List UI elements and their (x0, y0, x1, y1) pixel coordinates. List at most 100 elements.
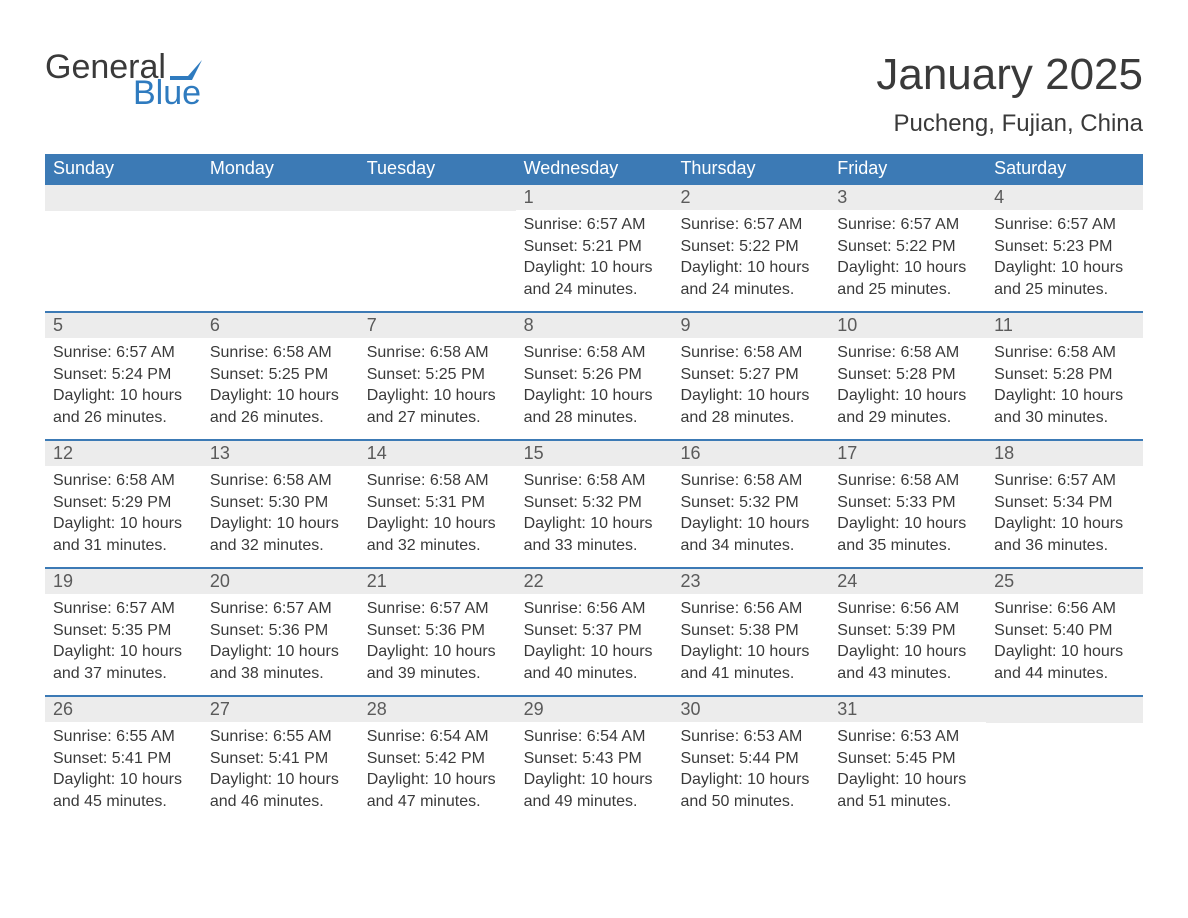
sunset-text: Sunset: 5:21 PM (524, 236, 665, 258)
day-body: Sunrise: 6:54 AMSunset: 5:43 PMDaylight:… (516, 722, 673, 816)
day-number: 20 (202, 569, 359, 594)
day-body (359, 211, 516, 219)
daylight-text: Daylight: 10 hours and 29 minutes. (837, 385, 978, 428)
sunset-text: Sunset: 5:40 PM (994, 620, 1135, 642)
sunrise-text: Sunrise: 6:58 AM (680, 470, 821, 492)
sunrise-text: Sunrise: 6:58 AM (367, 470, 508, 492)
week-row: 26Sunrise: 6:55 AMSunset: 5:41 PMDayligh… (45, 695, 1143, 823)
daylight-text: Daylight: 10 hours and 38 minutes. (210, 641, 351, 684)
weekday-header: Wednesday (516, 154, 673, 185)
day-number: 8 (516, 313, 673, 338)
day-body (45, 211, 202, 219)
daylight-text: Daylight: 10 hours and 26 minutes. (53, 385, 194, 428)
day-body: Sunrise: 6:56 AMSunset: 5:38 PMDaylight:… (672, 594, 829, 688)
sunset-text: Sunset: 5:25 PM (210, 364, 351, 386)
sunrise-text: Sunrise: 6:56 AM (680, 598, 821, 620)
day-cell: 6Sunrise: 6:58 AMSunset: 5:25 PMDaylight… (202, 313, 359, 439)
daylight-text: Daylight: 10 hours and 36 minutes. (994, 513, 1135, 556)
daylight-text: Daylight: 10 hours and 51 minutes. (837, 769, 978, 812)
day-number: 24 (829, 569, 986, 594)
day-cell: 17Sunrise: 6:58 AMSunset: 5:33 PMDayligh… (829, 441, 986, 567)
day-cell: 1Sunrise: 6:57 AMSunset: 5:21 PMDaylight… (516, 185, 673, 311)
sunset-text: Sunset: 5:32 PM (680, 492, 821, 514)
day-number: 2 (672, 185, 829, 210)
day-body: Sunrise: 6:54 AMSunset: 5:42 PMDaylight:… (359, 722, 516, 816)
day-cell: 22Sunrise: 6:56 AMSunset: 5:37 PMDayligh… (516, 569, 673, 695)
daylight-text: Daylight: 10 hours and 34 minutes. (680, 513, 821, 556)
day-body: Sunrise: 6:56 AMSunset: 5:40 PMDaylight:… (986, 594, 1143, 688)
daylight-text: Daylight: 10 hours and 28 minutes. (524, 385, 665, 428)
day-cell: 21Sunrise: 6:57 AMSunset: 5:36 PMDayligh… (359, 569, 516, 695)
sunset-text: Sunset: 5:28 PM (994, 364, 1135, 386)
sunrise-text: Sunrise: 6:53 AM (680, 726, 821, 748)
sunset-text: Sunset: 5:44 PM (680, 748, 821, 770)
sunrise-text: Sunrise: 6:57 AM (210, 598, 351, 620)
sunset-text: Sunset: 5:35 PM (53, 620, 194, 642)
sunset-text: Sunset: 5:37 PM (524, 620, 665, 642)
day-body: Sunrise: 6:57 AMSunset: 5:36 PMDaylight:… (202, 594, 359, 688)
day-body: Sunrise: 6:53 AMSunset: 5:44 PMDaylight:… (672, 722, 829, 816)
daylight-text: Daylight: 10 hours and 43 minutes. (837, 641, 978, 684)
day-body: Sunrise: 6:57 AMSunset: 5:22 PMDaylight:… (672, 210, 829, 304)
day-cell: 16Sunrise: 6:58 AMSunset: 5:32 PMDayligh… (672, 441, 829, 567)
sunset-text: Sunset: 5:26 PM (524, 364, 665, 386)
day-number: 27 (202, 697, 359, 722)
day-cell: 25Sunrise: 6:56 AMSunset: 5:40 PMDayligh… (986, 569, 1143, 695)
day-number (45, 185, 202, 211)
day-cell: 8Sunrise: 6:58 AMSunset: 5:26 PMDaylight… (516, 313, 673, 439)
daylight-text: Daylight: 10 hours and 39 minutes. (367, 641, 508, 684)
weekday-header: Thursday (672, 154, 829, 185)
day-body: Sunrise: 6:57 AMSunset: 5:22 PMDaylight:… (829, 210, 986, 304)
day-cell: 23Sunrise: 6:56 AMSunset: 5:38 PMDayligh… (672, 569, 829, 695)
day-body: Sunrise: 6:57 AMSunset: 5:21 PMDaylight:… (516, 210, 673, 304)
day-body: Sunrise: 6:58 AMSunset: 5:32 PMDaylight:… (672, 466, 829, 560)
sunrise-text: Sunrise: 6:58 AM (210, 342, 351, 364)
daylight-text: Daylight: 10 hours and 30 minutes. (994, 385, 1135, 428)
daylight-text: Daylight: 10 hours and 24 minutes. (524, 257, 665, 300)
daylight-text: Daylight: 10 hours and 40 minutes. (524, 641, 665, 684)
sunrise-text: Sunrise: 6:57 AM (367, 598, 508, 620)
daylight-text: Daylight: 10 hours and 49 minutes. (524, 769, 665, 812)
sunrise-text: Sunrise: 6:58 AM (837, 342, 978, 364)
sunset-text: Sunset: 5:27 PM (680, 364, 821, 386)
day-body: Sunrise: 6:58 AMSunset: 5:32 PMDaylight:… (516, 466, 673, 560)
day-body: Sunrise: 6:58 AMSunset: 5:27 PMDaylight:… (672, 338, 829, 432)
title-block: January 2025 Pucheng, Fujian, China (876, 50, 1143, 138)
day-number: 29 (516, 697, 673, 722)
daylight-text: Daylight: 10 hours and 37 minutes. (53, 641, 194, 684)
day-cell: 31Sunrise: 6:53 AMSunset: 5:45 PMDayligh… (829, 697, 986, 823)
logo: General Blue (45, 50, 202, 110)
day-number: 18 (986, 441, 1143, 466)
sunset-text: Sunset: 5:23 PM (994, 236, 1135, 258)
logo-text-blue: Blue (133, 76, 201, 110)
sunset-text: Sunset: 5:28 PM (837, 364, 978, 386)
sunset-text: Sunset: 5:25 PM (367, 364, 508, 386)
day-number: 7 (359, 313, 516, 338)
sunrise-text: Sunrise: 6:58 AM (53, 470, 194, 492)
day-body: Sunrise: 6:58 AMSunset: 5:28 PMDaylight:… (829, 338, 986, 432)
sunrise-text: Sunrise: 6:58 AM (210, 470, 351, 492)
sunrise-text: Sunrise: 6:53 AM (837, 726, 978, 748)
day-body (986, 723, 1143, 731)
sunset-text: Sunset: 5:45 PM (837, 748, 978, 770)
sunrise-text: Sunrise: 6:55 AM (53, 726, 194, 748)
daylight-text: Daylight: 10 hours and 31 minutes. (53, 513, 194, 556)
sunset-text: Sunset: 5:38 PM (680, 620, 821, 642)
day-cell: 2Sunrise: 6:57 AMSunset: 5:22 PMDaylight… (672, 185, 829, 311)
day-number: 28 (359, 697, 516, 722)
sunrise-text: Sunrise: 6:58 AM (837, 470, 978, 492)
day-body: Sunrise: 6:58 AMSunset: 5:31 PMDaylight:… (359, 466, 516, 560)
day-cell: 30Sunrise: 6:53 AMSunset: 5:44 PMDayligh… (672, 697, 829, 823)
daylight-text: Daylight: 10 hours and 32 minutes. (367, 513, 508, 556)
day-body: Sunrise: 6:57 AMSunset: 5:23 PMDaylight:… (986, 210, 1143, 304)
daylight-text: Daylight: 10 hours and 28 minutes. (680, 385, 821, 428)
day-number (202, 185, 359, 211)
daylight-text: Daylight: 10 hours and 27 minutes. (367, 385, 508, 428)
day-number: 22 (516, 569, 673, 594)
week-row: 12Sunrise: 6:58 AMSunset: 5:29 PMDayligh… (45, 439, 1143, 567)
day-body: Sunrise: 6:58 AMSunset: 5:29 PMDaylight:… (45, 466, 202, 560)
day-number (359, 185, 516, 211)
day-cell: 27Sunrise: 6:55 AMSunset: 5:41 PMDayligh… (202, 697, 359, 823)
sunset-text: Sunset: 5:41 PM (53, 748, 194, 770)
day-cell: 11Sunrise: 6:58 AMSunset: 5:28 PMDayligh… (986, 313, 1143, 439)
